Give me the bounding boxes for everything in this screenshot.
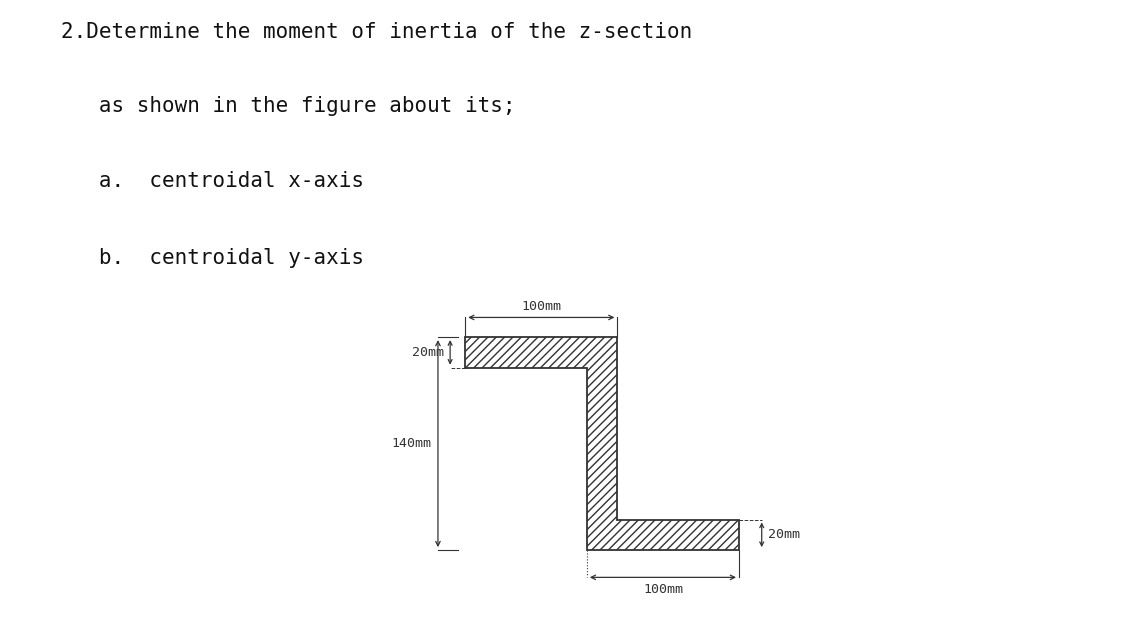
Text: b.  centroidal y-axis: b. centroidal y-axis <box>61 248 365 268</box>
Text: 20mm: 20mm <box>768 528 800 541</box>
Text: a.  centroidal x-axis: a. centroidal x-axis <box>61 171 365 191</box>
Text: as shown in the figure about its;: as shown in the figure about its; <box>61 97 516 116</box>
Text: 20mm: 20mm <box>412 346 444 359</box>
Polygon shape <box>466 337 738 550</box>
Text: 140mm: 140mm <box>392 437 432 450</box>
Text: 100mm: 100mm <box>521 300 561 313</box>
Text: 100mm: 100mm <box>643 584 683 596</box>
Text: 2.Determine the moment of inertia of the z-section: 2.Determine the moment of inertia of the… <box>61 22 693 42</box>
